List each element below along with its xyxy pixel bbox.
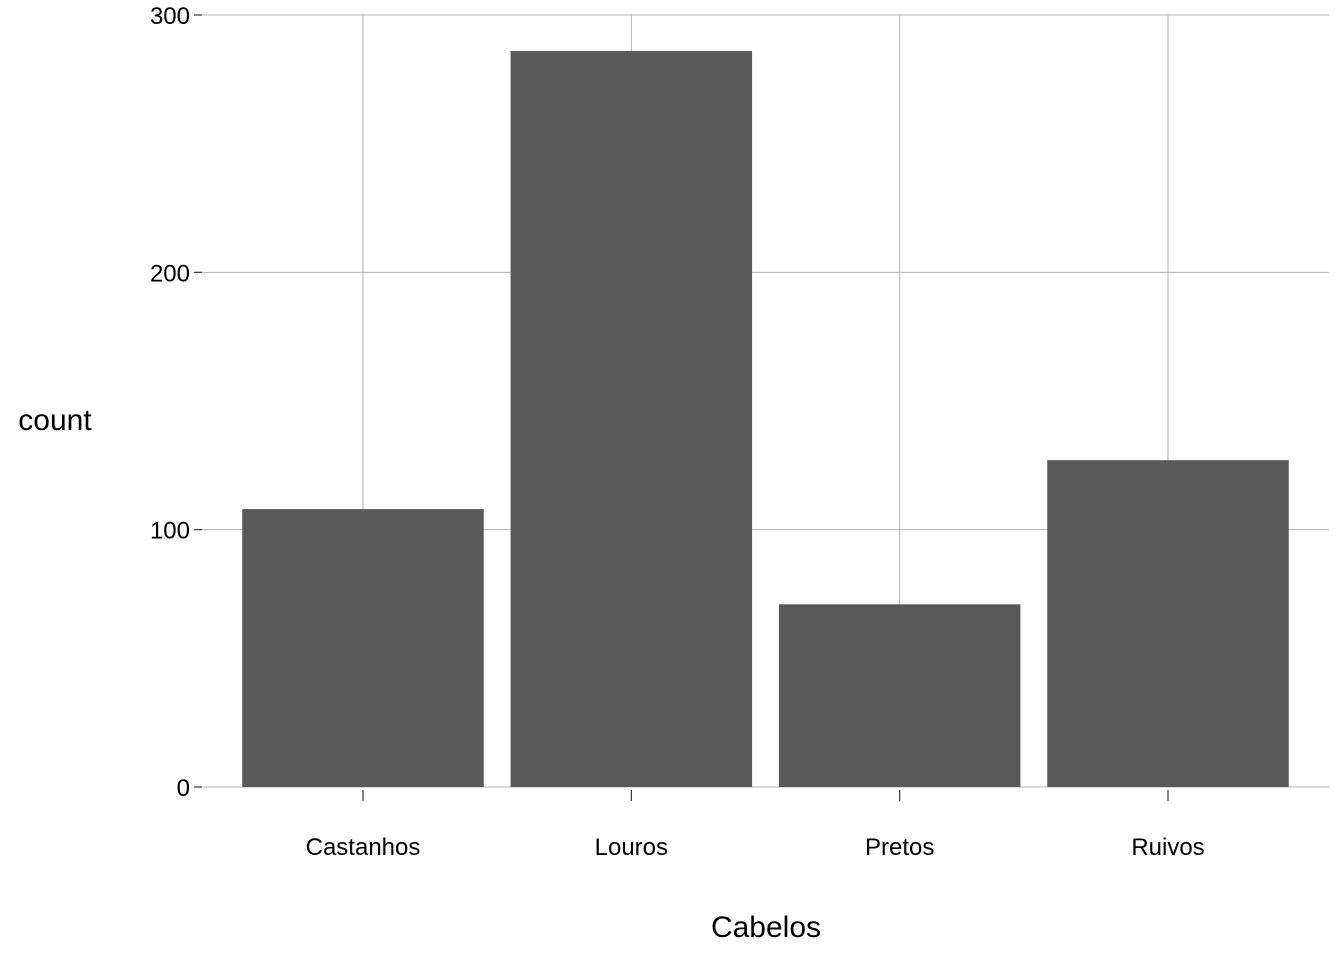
y-tick-label: 300 <box>150 3 190 30</box>
y-tick-label: 0 <box>177 775 190 802</box>
bar-louros <box>510 51 753 787</box>
y-axis-title: count <box>18 404 92 437</box>
x-tick-label: Ruivos <box>1131 834 1204 861</box>
bar-ruivos <box>1047 460 1289 787</box>
bar-castanhos <box>242 509 484 787</box>
axis-ticks <box>194 14 1169 801</box>
y-tick-label: 200 <box>150 260 190 287</box>
y-tick-label: 100 <box>150 518 190 545</box>
tick-labels: 0 100 200 300 Castanhos Louros Pretos Ruivos <box>150 3 1205 861</box>
x-tick-label: Louros <box>595 834 668 861</box>
bars <box>242 51 1289 787</box>
x-tick-label: Pretos <box>865 834 934 861</box>
x-axis-title: Cabelos <box>711 911 821 944</box>
bar-pretos <box>778 604 1021 787</box>
x-tick-label: Castanhos <box>306 834 421 861</box>
